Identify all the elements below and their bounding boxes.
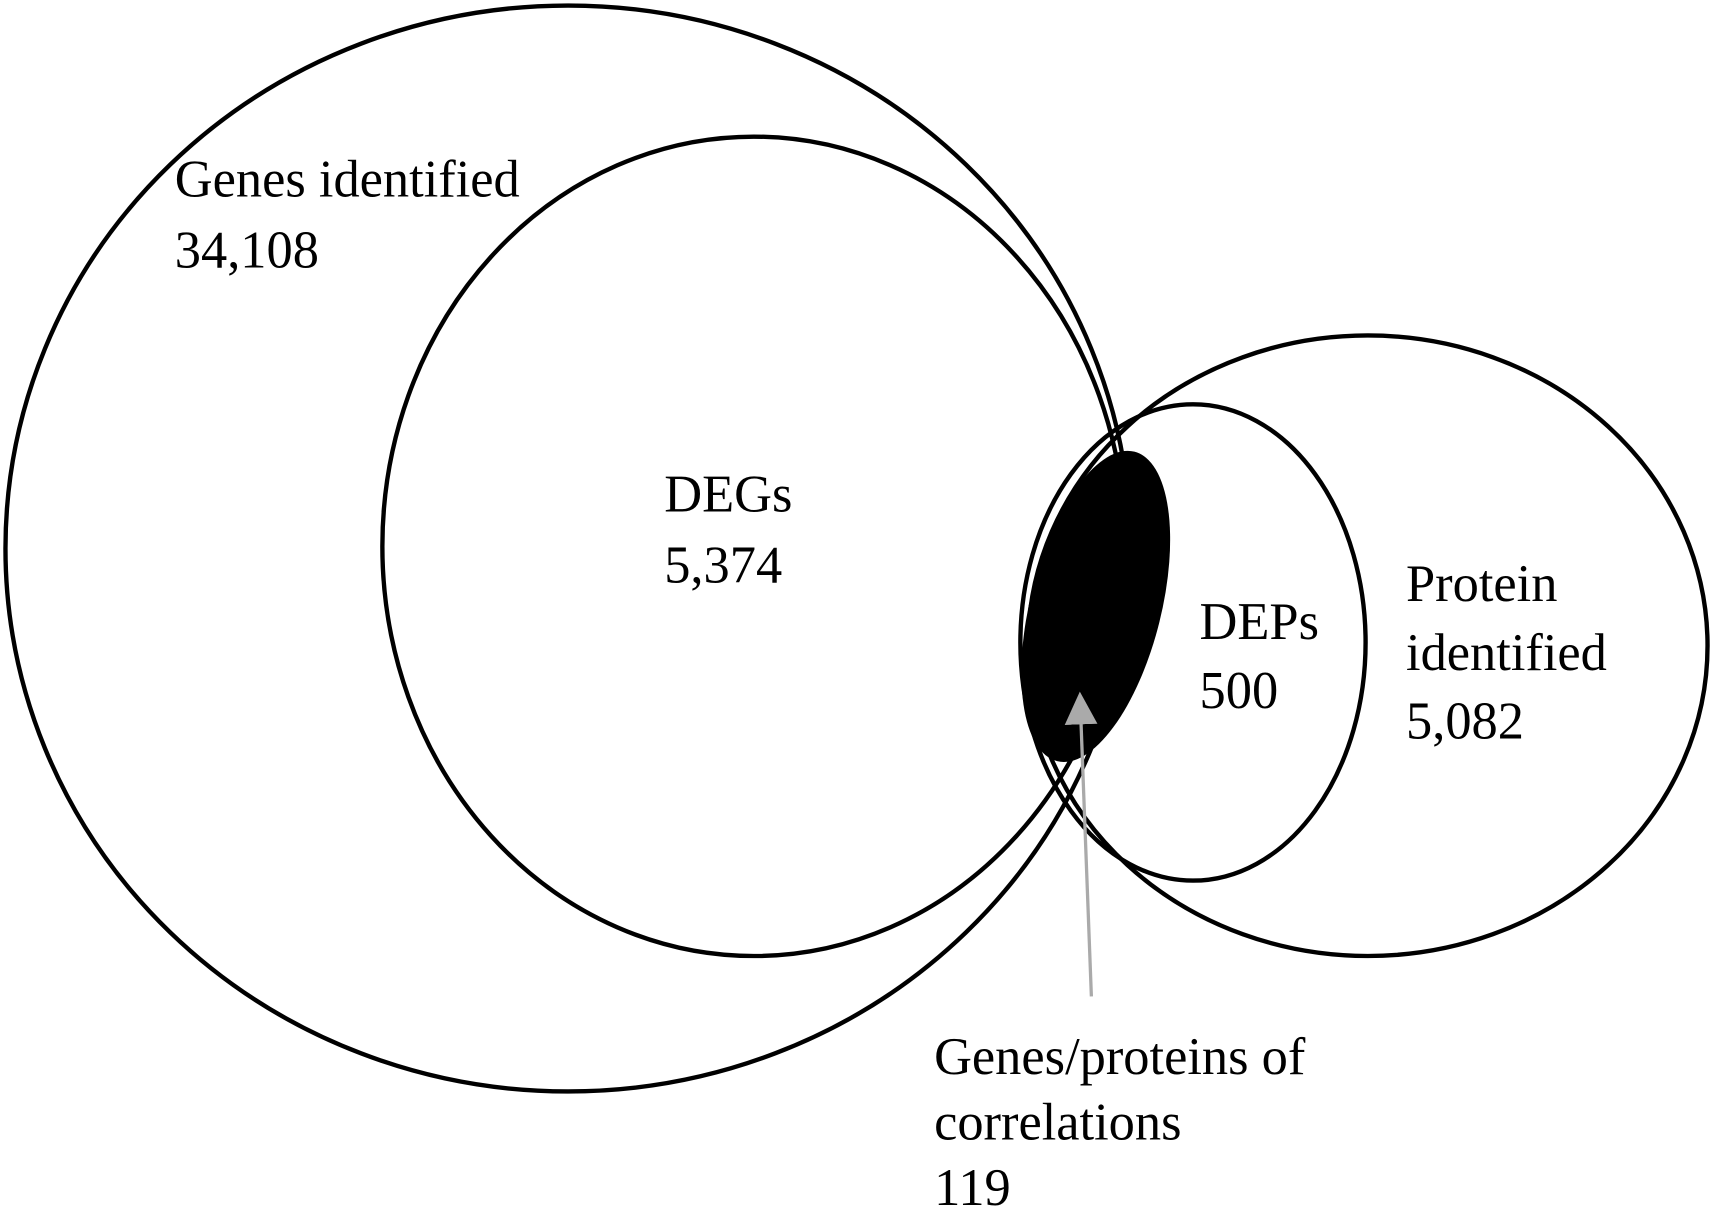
set-count: 34,108: [175, 222, 319, 280]
set-label: Genes identified: [175, 151, 520, 209]
set-label: Protein: [1406, 555, 1557, 613]
set-count: 500: [1200, 662, 1279, 720]
intersection-label: correlations: [934, 1094, 1181, 1152]
set-label: identified: [1406, 624, 1607, 682]
set-count: 5,082: [1406, 693, 1524, 751]
pointer-arrow: [1064, 691, 1098, 997]
intersection-label: Genes/proteins of: [934, 1028, 1306, 1086]
set-count: 5,374: [664, 536, 782, 594]
set-label: DEGs: [664, 465, 792, 523]
set-label: DEPs: [1200, 593, 1319, 651]
correlation-overlap: [1021, 450, 1171, 762]
intersection-count: 119: [934, 1159, 1011, 1215]
deps-set: [1018, 402, 1368, 883]
